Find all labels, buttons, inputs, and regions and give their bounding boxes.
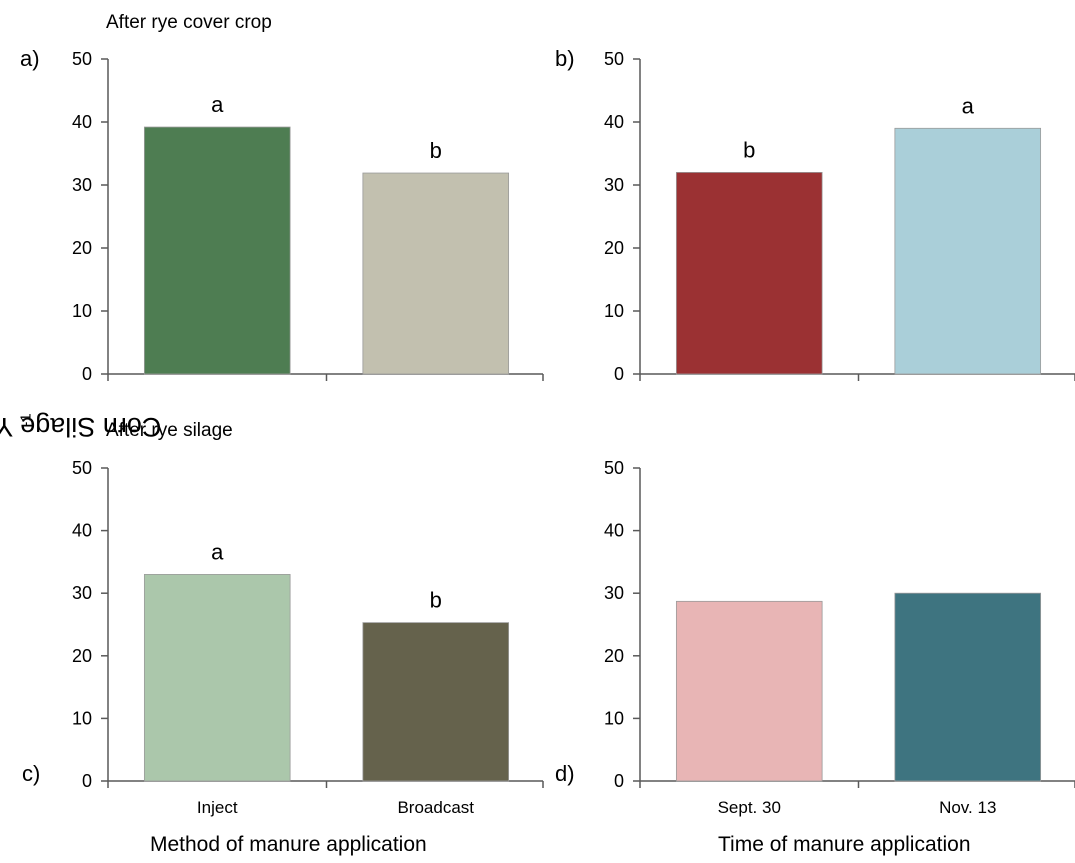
y-tick-label-d-10: 10	[604, 708, 624, 728]
y-tick-label-b-10: 10	[604, 301, 624, 321]
x-axis-title-right: Time of manure application	[718, 833, 971, 857]
y-tick-label-b-20: 20	[604, 238, 624, 258]
category-label-c-1: Inject	[197, 798, 238, 817]
y-tick-label-b-0: 0	[614, 364, 624, 384]
y-tick-label-d-50: 50	[604, 458, 624, 478]
panel-label-a: a)	[20, 46, 40, 71]
y-tick-label-c-0: 0	[82, 771, 92, 791]
significance-letter-a-1: a	[211, 92, 224, 117]
y-tick-label-d-0: 0	[614, 771, 624, 791]
panel-label-d: d)	[555, 761, 575, 786]
category-label-c-2: Broadcast	[397, 798, 474, 817]
significance-letter-c-1: a	[211, 539, 224, 564]
significance-letter-c-2: b	[430, 588, 442, 613]
panel-label-b: b)	[555, 46, 575, 71]
x-axis-title-left: Method of manure application	[150, 833, 427, 857]
y-tick-label-b-40: 40	[604, 112, 624, 132]
bar-c-broadcast	[363, 623, 509, 781]
y-tick-label-a-10: 10	[72, 301, 92, 321]
y-tick-label-b-50: 50	[604, 49, 624, 69]
section-title-cover-crop: After rye cover crop	[106, 12, 272, 34]
significance-letter-b-1: b	[743, 137, 755, 162]
y-tick-label-c-50: 50	[72, 458, 92, 478]
panel-label-c: c)	[22, 761, 40, 786]
bar-a-inject	[144, 127, 290, 374]
y-axis-title-text: Corn Silage Yield Mg ha	[0, 411, 161, 442]
y-tick-label-a-0: 0	[82, 364, 92, 384]
bar-c-inject	[144, 574, 290, 781]
y-tick-label-d-30: 30	[604, 583, 624, 603]
category-label-d-1: Sept. 30	[718, 798, 781, 817]
y-tick-label-a-40: 40	[72, 112, 92, 132]
bar-b-sept-30	[676, 172, 822, 374]
significance-letter-b-2: a	[962, 93, 975, 118]
bar-d-sept-30	[676, 601, 822, 781]
significance-letter-a-2: b	[430, 138, 442, 163]
y-tick-label-d-20: 20	[604, 646, 624, 666]
y-tick-label-c-10: 10	[72, 708, 92, 728]
y-tick-label-a-50: 50	[72, 49, 92, 69]
y-tick-label-c-40: 40	[72, 521, 92, 541]
y-tick-label-d-40: 40	[604, 521, 624, 541]
y-tick-label-c-20: 20	[72, 646, 92, 666]
y-tick-label-c-30: 30	[72, 583, 92, 603]
y-tick-label-b-30: 30	[604, 175, 624, 195]
category-label-d-2: Nov. 13	[939, 798, 996, 817]
y-tick-label-a-30: 30	[72, 175, 92, 195]
bar-a-broadcast	[363, 173, 509, 374]
bar-d-nov-13	[895, 593, 1041, 781]
bar-b-nov-13	[895, 128, 1041, 374]
y-tick-label-a-20: 20	[72, 238, 92, 258]
